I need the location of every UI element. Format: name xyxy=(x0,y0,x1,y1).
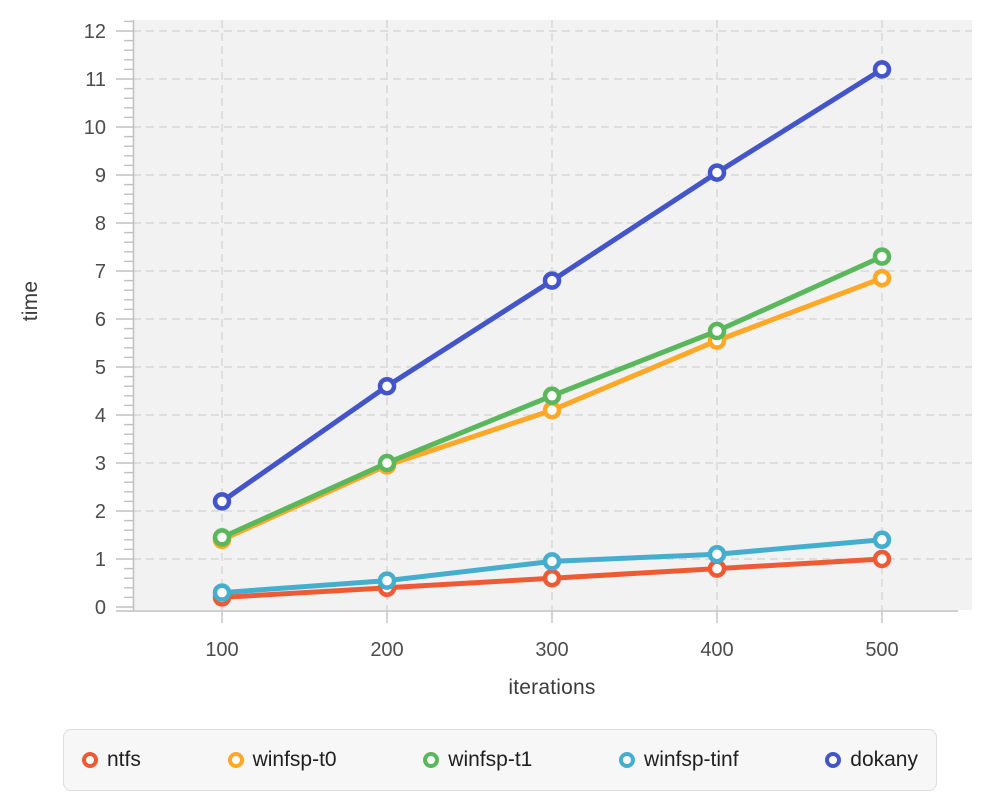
data-point-winfsp-t1-200 xyxy=(377,453,397,473)
legend-item-dokany[interactable]: dokany xyxy=(825,748,918,772)
data-point-dokany-200 xyxy=(377,376,397,396)
y-tick-label: 3 xyxy=(95,453,106,475)
data-point-ntfs-300 xyxy=(542,568,562,588)
legend-ring-icon xyxy=(423,752,440,768)
legend-item-winfsp-t1[interactable]: winfsp-t1 xyxy=(423,748,532,772)
legend-ring-icon xyxy=(619,752,636,768)
legend: ntfs winfsp-t0 winfsp-t1 winfsp-tinf dokany xyxy=(63,729,937,791)
legend-ring-icon xyxy=(227,752,244,768)
data-point-winfsp-tinf-200 xyxy=(377,571,397,590)
data-point-winfsp-t0-500 xyxy=(872,268,892,288)
x-tick-label: 100 xyxy=(205,639,238,661)
series-ntfs xyxy=(212,549,892,607)
series-winfsp-t1 xyxy=(212,247,892,547)
y-tick-label: 5 xyxy=(95,357,106,379)
legend-ring-icon xyxy=(825,752,842,768)
data-point-winfsp-tinf-500 xyxy=(872,530,892,550)
y-tick-label: 4 xyxy=(95,405,106,427)
legend-label: ntfs xyxy=(107,748,141,771)
y-tick-label: 11 xyxy=(85,69,106,91)
data-point-dokany-500 xyxy=(872,60,892,79)
data-point-ntfs-400 xyxy=(707,559,727,578)
x-tick-label: 300 xyxy=(535,639,568,661)
y-tick-label: 8 xyxy=(95,213,106,235)
data-point-winfsp-tinf-100 xyxy=(212,583,232,602)
data-point-winfsp-t0-300 xyxy=(542,400,562,420)
y-tick-label: 6 xyxy=(95,309,106,331)
x-tick-label: 500 xyxy=(865,639,898,661)
data-point-ntfs-500 xyxy=(872,549,892,569)
data-point-winfsp-t1-400 xyxy=(707,321,727,341)
data-point-dokany-400 xyxy=(707,163,727,182)
data-point-winfsp-tinf-300 xyxy=(542,552,562,571)
y-tick-label: 7 xyxy=(95,261,106,283)
axis-ticks xyxy=(116,20,883,623)
data-point-winfsp-tinf-400 xyxy=(707,544,727,564)
data-point-dokany-300 xyxy=(542,271,562,290)
legend-label: winfsp-tinf xyxy=(644,748,739,771)
legend-label: dokany xyxy=(850,748,918,771)
y-tick-label: 9 xyxy=(95,165,106,187)
y-axis-title: time xyxy=(19,280,42,322)
data-point-dokany-100 xyxy=(212,492,232,511)
legend-ring-icon xyxy=(82,752,98,768)
series-dokany xyxy=(212,60,892,511)
x-tick-label: 200 xyxy=(370,639,403,661)
legend-item-winfsp-tinf[interactable]: winfsp-tinf xyxy=(619,748,739,772)
data-point-winfsp-t1-500 xyxy=(872,247,892,266)
data-point-winfsp-t1-300 xyxy=(542,386,562,406)
x-axis-title: iterations xyxy=(508,676,596,699)
legend-label: winfsp-t1 xyxy=(448,748,533,771)
legend-label: winfsp-t0 xyxy=(252,748,337,771)
x-tick-label: 400 xyxy=(700,639,733,661)
y-tick-label: 0 xyxy=(95,597,106,619)
data-point-winfsp-t1-100 xyxy=(212,528,232,547)
y-tick-label: 10 xyxy=(84,117,106,139)
y-tick-label: 1 xyxy=(95,549,106,571)
series-winfsp-tinf xyxy=(212,530,892,602)
legend-item-ntfs[interactable]: ntfs xyxy=(82,748,141,772)
y-tick-label: 2 xyxy=(95,501,106,523)
y-tick-label: 12 xyxy=(84,21,106,43)
legend-item-winfsp-t0[interactable]: winfsp-t0 xyxy=(227,748,337,772)
